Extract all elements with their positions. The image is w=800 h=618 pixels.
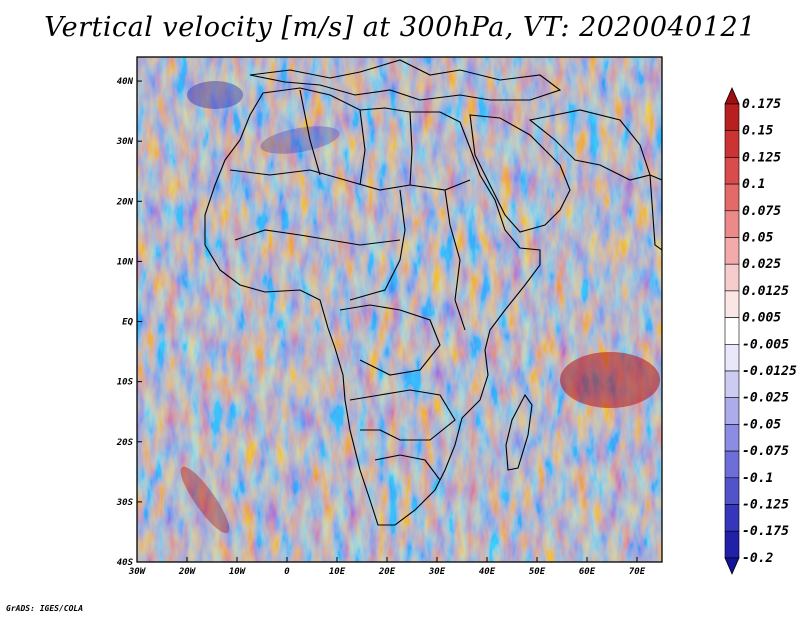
colorbar-label: -0.175: [742, 524, 789, 539]
border-south: [374, 454, 441, 481]
lon-tick-label: 60E: [579, 567, 596, 577]
border-southern: [349, 389, 456, 441]
colorbar-swatch: [724, 157, 740, 185]
colorbar-label: 0.075: [742, 204, 781, 219]
colorbar-label: 0.0125: [742, 284, 789, 299]
lat-tick-label: 30S: [116, 498, 134, 508]
colorbar-label: -0.2: [742, 551, 773, 566]
madagascar-coastline: [505, 393, 533, 471]
colorbar-swatch: [724, 450, 740, 479]
lon-tick-label: 20E: [378, 567, 396, 577]
colorbar-swatch: [724, 504, 740, 532]
border-west-africa: [234, 229, 401, 246]
colorbar-swatch: [724, 477, 740, 505]
india-coastline: [649, 174, 662, 251]
lat-tick-label: EQ: [122, 318, 133, 328]
colorbar-swatch: [724, 343, 740, 372]
colorbar-swatch: [724, 237, 740, 265]
lat-tick-label: 40N: [117, 77, 134, 87]
lon-tick-label: 10E: [329, 567, 346, 577]
lon-tick-label: 50E: [529, 567, 546, 577]
colorbar-swatch: [724, 370, 740, 399]
colorbar-label: 0.025: [742, 257, 781, 272]
colorbar-label: 0.15: [742, 124, 773, 139]
africa-coastline: [204, 87, 541, 526]
colorbar-min-arrow: [724, 557, 740, 575]
downdraft-patch-north: [187, 81, 243, 109]
colorbar-swatch: [724, 290, 740, 318]
lon-tick-label: 70E: [629, 567, 646, 577]
border-east: [444, 189, 466, 331]
map-title: Vertical velocity [m/s] at 300hPa, VT: 2…: [44, 12, 756, 43]
lat-tick-label: 10N: [117, 257, 134, 267]
updraft-patch-south-atlantic: [180, 466, 230, 534]
colorbar-swatch: [724, 130, 740, 158]
lon-tick-label: 30W: [128, 567, 147, 577]
border-central: [349, 189, 406, 301]
europe-coastline: [249, 59, 562, 101]
colorbar-swatch: [724, 530, 740, 559]
arabia-coastline: [469, 114, 571, 233]
colorbar-label: 0.125: [742, 150, 781, 165]
lat-tick-label: 10S: [117, 378, 134, 388]
lon-tick-label: 40E: [479, 567, 496, 577]
credit-label: GrADS: IGES/COLA: [6, 604, 84, 613]
border-sahel: [229, 169, 471, 191]
lat-tick-label: 30N: [116, 137, 134, 147]
lat-tick-label: 40S: [117, 558, 134, 568]
lon-tick-label: 30E: [428, 567, 446, 577]
axis-ticks: 30W 20W 10W 0 10E 20E 30E 40E 50E 60E 70E 40N 30N 20N…: [116, 77, 646, 577]
iran-coastline: [528, 109, 651, 181]
border-congo: [339, 304, 441, 376]
colorbar-label: 0.005: [742, 311, 781, 326]
colorbar-swatch: [724, 263, 740, 292]
colorbar-swatch: [724, 183, 740, 212]
colorbar-label: -0.1: [742, 471, 773, 486]
lon-tick-label: 20W: [178, 567, 197, 577]
updraft-patch-indian-ocean: [560, 352, 660, 408]
colorbar-label: -0.0125: [742, 364, 797, 379]
colorbar-swatch: [724, 424, 740, 452]
colorbar-swatch: [724, 397, 740, 425]
colorbar-swatch: [724, 103, 740, 132]
lat-tick-label: 20S: [116, 438, 134, 448]
colorbar-label: -0.125: [742, 498, 789, 513]
lon-tick-label: 0: [284, 567, 290, 577]
border-north-africa: [299, 89, 413, 186]
colorbar-label: 0.1: [742, 177, 765, 192]
lat-tick-label: 20N: [116, 197, 134, 207]
lon-tick-label: 10W: [229, 567, 247, 577]
downdraft-patch-sahara: [260, 126, 340, 154]
colorbar-max-arrow: [724, 87, 740, 105]
plot-frame: [136, 56, 663, 563]
colorbar-swatch: [724, 317, 740, 345]
colorbar-label: 0.175: [742, 97, 781, 112]
coastlines: [204, 59, 662, 526]
colorbar-label: -0.025: [742, 391, 789, 406]
colorbar-label: 0.05: [742, 231, 773, 246]
colorbar-label: -0.075: [742, 444, 789, 459]
colorbar-label: -0.005: [742, 337, 789, 352]
colorbar: 0.175 0.15 0.125 0.1 0.075 0.05 0.025 0.0125 0.0…: [724, 87, 797, 575]
colorbar-label: -0.05: [742, 417, 781, 432]
colorbar-swatch: [724, 210, 740, 238]
